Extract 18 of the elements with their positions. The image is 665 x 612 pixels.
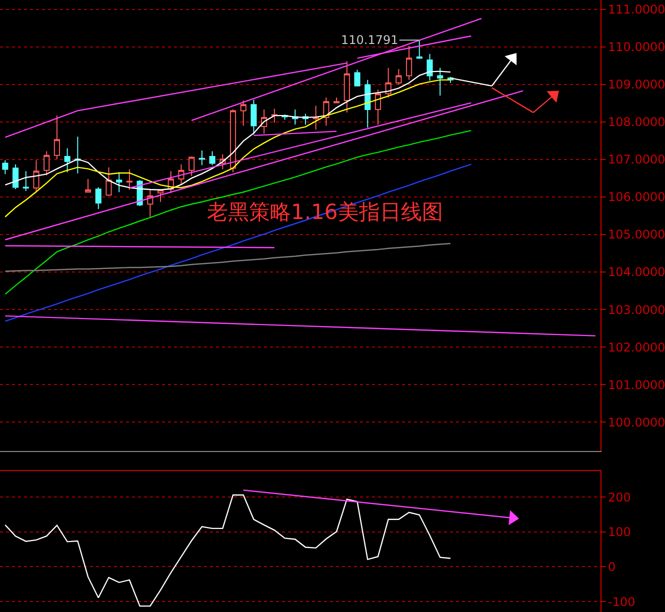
y-tick-label: 110.0000: [608, 40, 665, 54]
y-tick-label: 105.0000: [608, 228, 665, 242]
y-tick-label: 102.0000: [608, 340, 665, 354]
y-tick-label: 107.0000: [608, 152, 665, 167]
annotation: 110.1791: [341, 33, 398, 47]
y-tick-label: 200: [608, 490, 631, 504]
y-tick-label: -100: [608, 594, 636, 609]
y-tick-label: 104.0000: [608, 265, 665, 280]
y-tick-label: 109.0000: [608, 78, 665, 92]
y-tick-label: 0: [608, 560, 616, 574]
text: 老黑策略1.16美指日线图: [207, 200, 443, 224]
y-tick-label: 106.0000: [608, 190, 665, 204]
y-tick-label: 100: [608, 525, 631, 540]
y-tick-label: 101.0000: [608, 378, 665, 392]
y-tick-label: 103.0000: [608, 302, 665, 317]
y-tick-label: 111.0000: [608, 2, 665, 17]
y-tick-label: 108.0000: [608, 115, 665, 130]
y-tick-label: 100.0000: [608, 415, 665, 430]
